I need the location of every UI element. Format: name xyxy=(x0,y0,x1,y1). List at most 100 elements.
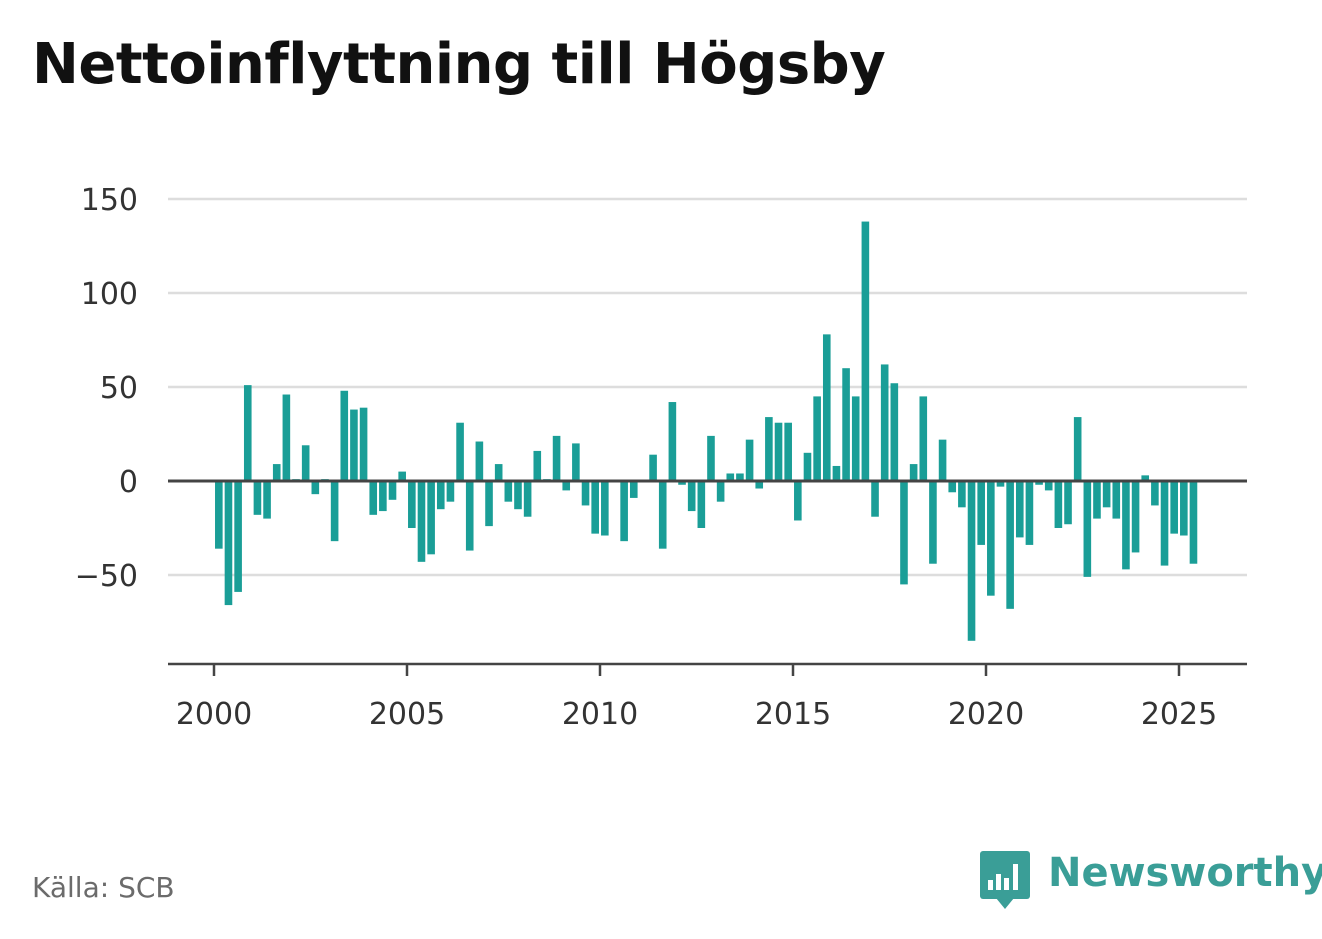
chart-title: Nettoinflyttning till Högsby xyxy=(32,32,886,97)
bar xyxy=(794,481,802,521)
bar xyxy=(494,464,503,481)
bar xyxy=(1122,481,1130,570)
bar xyxy=(436,481,445,510)
bar xyxy=(398,471,406,481)
bar xyxy=(456,422,464,481)
bar xyxy=(658,481,667,549)
bar xyxy=(1006,481,1014,609)
bar xyxy=(475,441,484,481)
bar xyxy=(408,481,416,528)
bar xyxy=(716,481,725,502)
bar xyxy=(929,481,937,564)
bar xyxy=(832,465,841,481)
bar xyxy=(1073,417,1082,481)
gridlines xyxy=(168,197,1247,577)
brand-name: Newsworthy xyxy=(1048,850,1322,896)
bar xyxy=(369,481,378,515)
bar xyxy=(272,464,281,481)
bar xyxy=(938,439,947,481)
y-tick-label: −50 xyxy=(75,559,138,594)
bar xyxy=(774,422,783,481)
bar xyxy=(253,481,262,515)
y-tick-label: 50 xyxy=(100,371,138,406)
bar xyxy=(1015,481,1024,538)
bar xyxy=(745,439,754,481)
y-tick-label: 100 xyxy=(81,277,138,312)
bar xyxy=(572,443,580,481)
bar xyxy=(243,385,252,481)
x-tick-label: 2005 xyxy=(369,697,445,732)
bar xyxy=(697,481,706,528)
bar xyxy=(1064,481,1072,525)
bar xyxy=(523,481,532,517)
bar xyxy=(465,481,474,551)
bar xyxy=(330,481,339,542)
bar xyxy=(1160,481,1169,566)
bar xyxy=(813,396,821,481)
bar xyxy=(379,481,387,512)
bar xyxy=(668,402,677,481)
bar xyxy=(736,473,744,481)
bar xyxy=(707,435,715,481)
bar xyxy=(842,368,850,481)
bar xyxy=(871,481,879,517)
x-tick-label: 2015 xyxy=(755,697,831,732)
bar xyxy=(909,464,918,481)
bar xyxy=(900,481,908,585)
bar xyxy=(263,481,271,519)
bar xyxy=(726,473,735,481)
bar xyxy=(822,334,831,481)
bar xyxy=(948,481,957,493)
bar xyxy=(234,481,242,592)
bar xyxy=(1189,481,1198,564)
bar xyxy=(215,481,223,549)
bar xyxy=(687,481,696,512)
bar xyxy=(890,383,899,481)
bar xyxy=(861,221,870,481)
bar xyxy=(591,481,599,534)
x-tick-label: 2020 xyxy=(948,697,1024,732)
bar xyxy=(851,396,860,481)
bar xyxy=(755,481,764,489)
bar xyxy=(1112,481,1121,519)
bar xyxy=(485,481,493,527)
bar xyxy=(629,481,638,498)
bar xyxy=(765,417,773,481)
bar xyxy=(359,407,368,481)
bar xyxy=(446,481,455,502)
bar xyxy=(417,481,426,562)
bar xyxy=(1151,481,1159,506)
bar xyxy=(1131,481,1140,553)
bar xyxy=(977,481,985,545)
bar xyxy=(620,481,628,542)
source-label: Källa: SCB xyxy=(32,871,175,904)
bar xyxy=(919,396,928,481)
bar xyxy=(784,422,792,481)
bar xyxy=(504,481,513,502)
bar xyxy=(1083,481,1092,577)
bar xyxy=(224,481,233,606)
bar xyxy=(427,481,435,555)
bar xyxy=(311,481,320,495)
bar xyxy=(678,481,686,485)
x-tick-label: 2000 xyxy=(176,697,252,732)
bar xyxy=(880,364,889,481)
y-tick-label: 0 xyxy=(119,465,138,500)
bar xyxy=(533,450,542,481)
bar xyxy=(340,390,349,481)
bar xyxy=(552,435,561,481)
bar xyxy=(1141,475,1150,481)
y-tick-label: 150 xyxy=(81,183,138,218)
bar xyxy=(996,481,1005,487)
bar xyxy=(282,394,291,481)
bar xyxy=(514,481,522,510)
bar xyxy=(301,445,310,481)
bar xyxy=(1054,481,1063,528)
newsworthy-logo-icon xyxy=(980,851,1030,909)
x-tick-label: 2010 xyxy=(562,697,638,732)
bar xyxy=(601,481,609,536)
bar xyxy=(1180,481,1188,536)
bar xyxy=(987,481,995,596)
bar xyxy=(581,481,590,506)
